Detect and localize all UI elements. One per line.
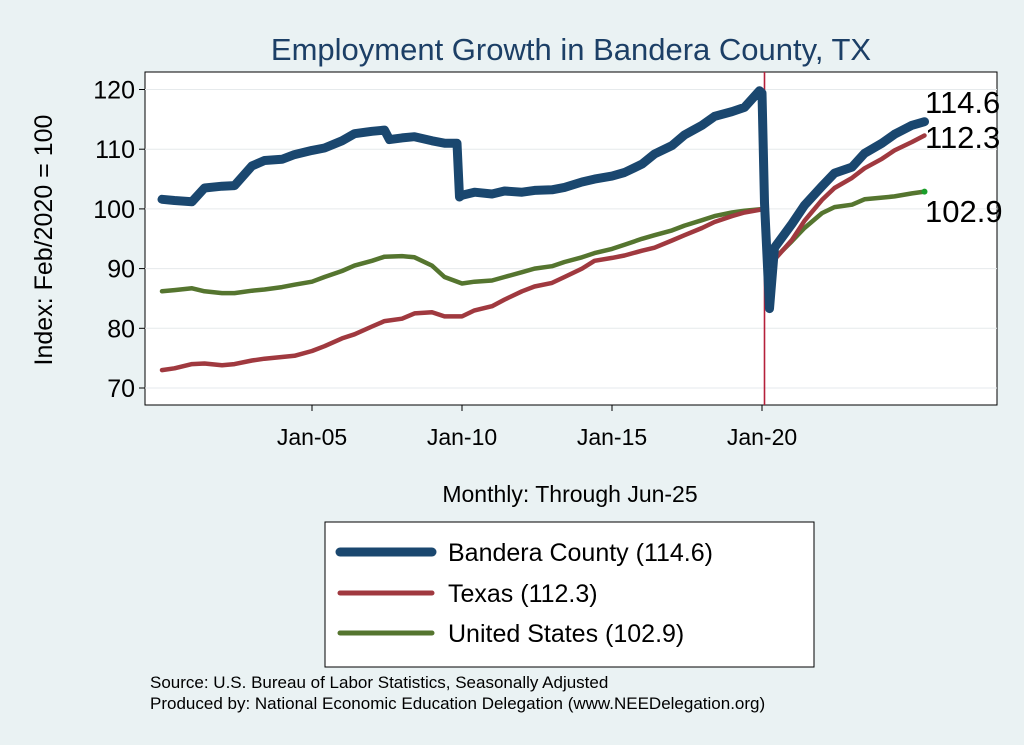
produced-by-note: Produced by: National Economic Education… (150, 694, 765, 713)
end-label-1: 112.3 (925, 120, 1000, 155)
y-tick-label: 80 (107, 315, 135, 343)
x-tick-label: Jan-10 (427, 424, 497, 450)
x-axis: Jan-05 Jan-10 Jan-15 Jan-20 (277, 405, 797, 450)
legend-label: Texas (112.3) (448, 580, 598, 608)
y-tick-label: 70 (107, 375, 135, 403)
plot-area (144, 71, 998, 406)
source-note: Source: U.S. Bureau of Labor Statistics,… (150, 673, 608, 692)
chart-title: Employment Growth in Bandera County, TX (271, 32, 872, 67)
x-tick-label: Jan-20 (727, 424, 797, 450)
legend-label: United States (102.9) (448, 620, 684, 648)
x-axis-label: Monthly: Through Jun-25 (442, 481, 697, 507)
series-lines (157, 86, 929, 373)
us-endpoint-marker (921, 188, 928, 195)
series-line-texas (159, 133, 927, 373)
y-tick-label: 90 (107, 256, 135, 284)
y-tick-label: 110 (95, 136, 135, 164)
series-line-bandera-county (157, 86, 929, 314)
y-axis: 70 80 90 100 110 120 (93, 77, 145, 403)
legend-label: Bandera County (114.6) (448, 539, 713, 567)
y-axis-label: Index: Feb/2020 = 100 (30, 115, 58, 366)
end-label-0: 114.6 (925, 85, 1000, 120)
gridlines (145, 89, 997, 389)
x-tick-label: Jan-15 (577, 424, 647, 450)
x-tick-label: Jan-05 (277, 424, 347, 450)
legend: Bandera County (114.6) Texas (112.3) Unite… (335, 539, 713, 648)
y-tick-label: 100 (93, 196, 135, 224)
y-tick-label: 120 (93, 77, 135, 105)
end-label-2: 102.9 (925, 194, 1003, 229)
